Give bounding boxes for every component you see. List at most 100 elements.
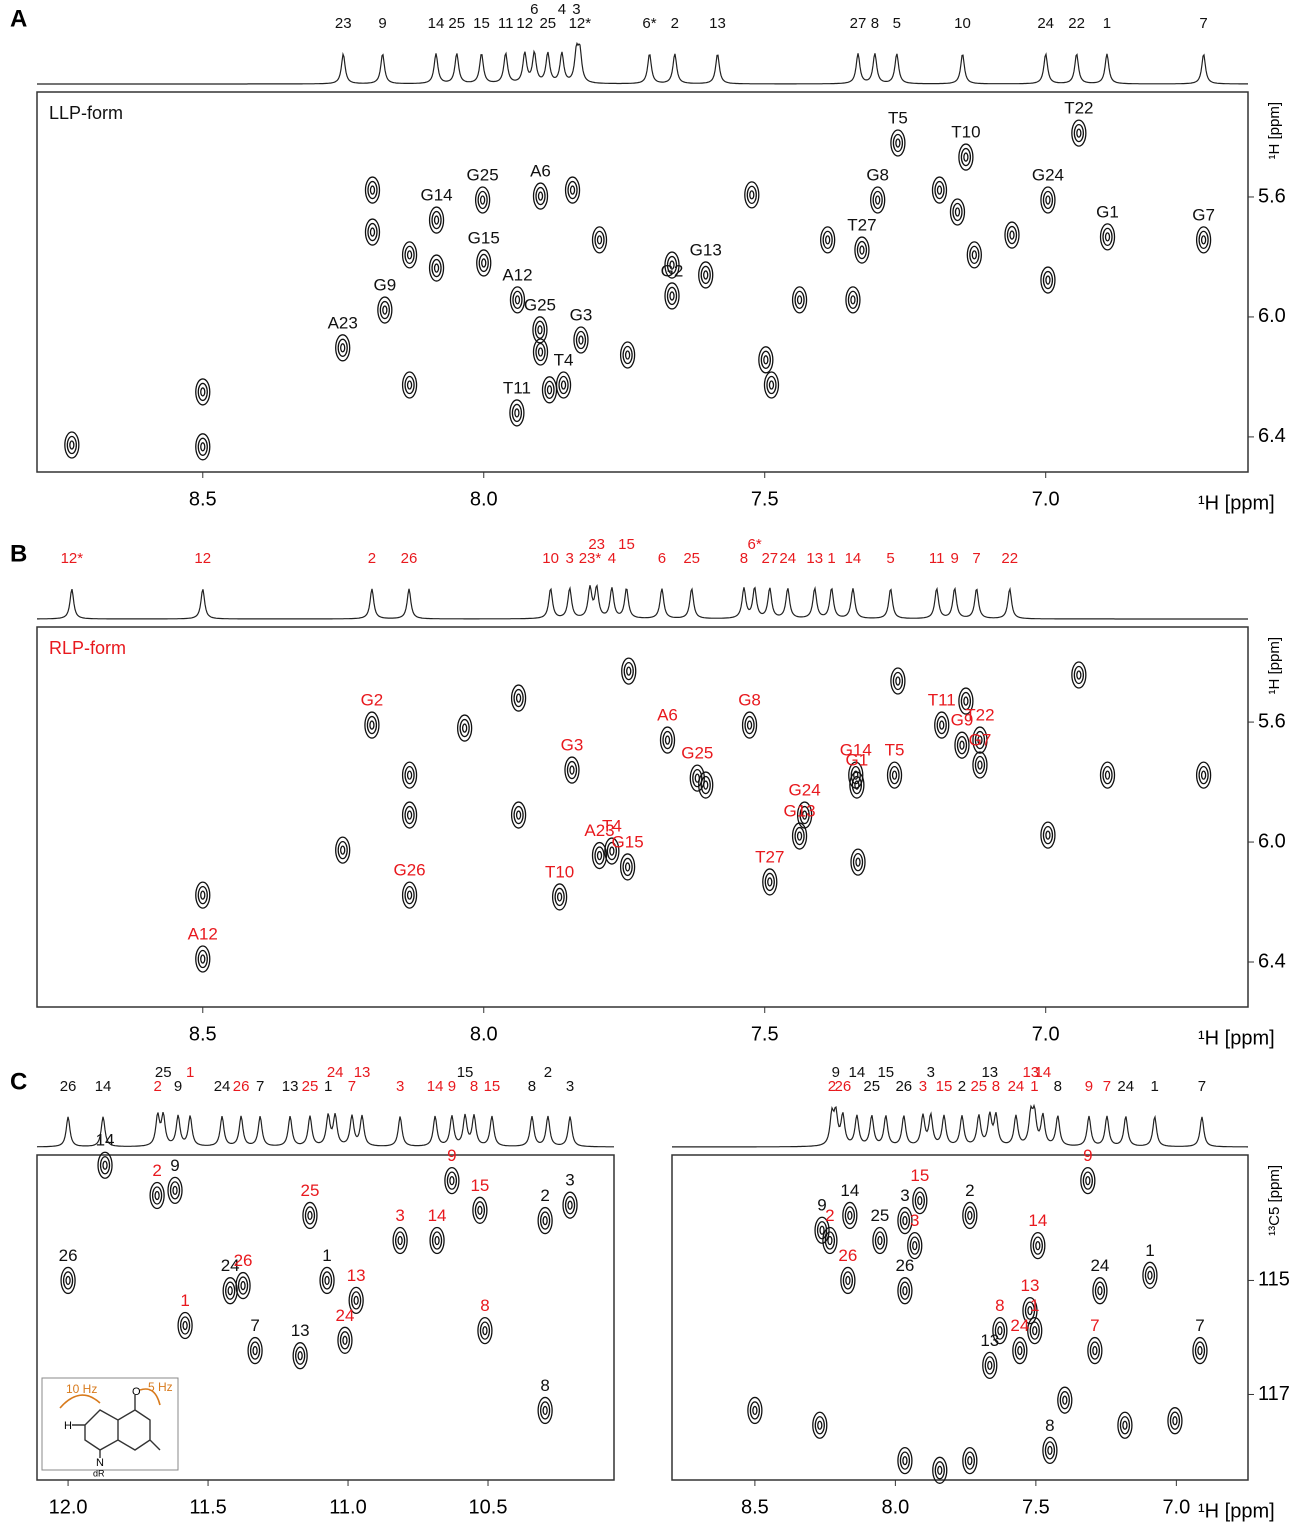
- contour: [854, 854, 863, 871]
- cross-peak: [430, 1228, 444, 1254]
- contour: [368, 224, 377, 241]
- contour: [241, 1282, 245, 1290]
- cross-peak: [699, 262, 713, 288]
- peak-label: T10: [545, 862, 574, 881]
- contour: [1046, 196, 1050, 204]
- spectrum-label: 5: [893, 15, 901, 32]
- contour: [935, 1462, 944, 1479]
- contour: [753, 1406, 757, 1414]
- peak-label: 15: [470, 1176, 489, 1195]
- spectrum-label: 14: [845, 550, 862, 567]
- cross-peak: [955, 732, 969, 758]
- x-tick-label: 11.0: [329, 1496, 366, 1518]
- contour: [747, 186, 756, 203]
- contour: [848, 1211, 852, 1219]
- peak-label: 8: [480, 1296, 489, 1315]
- peak-label: T11: [928, 691, 956, 710]
- y-tick-label: 5.6: [1258, 710, 1286, 732]
- peak-label: 7: [1195, 1316, 1204, 1335]
- contour: [815, 1417, 824, 1434]
- contour: [970, 246, 979, 263]
- spectrum-label: 8: [992, 1078, 1000, 1095]
- cross-peak: [1072, 662, 1086, 688]
- spectrum-label: 15: [484, 1078, 501, 1095]
- cross-peak: [393, 1228, 407, 1254]
- contour: [965, 1452, 974, 1469]
- contour: [1090, 1342, 1099, 1359]
- peak-label: 15: [910, 1166, 929, 1185]
- contour: [1103, 228, 1112, 245]
- y-tick-label: 6.4: [1258, 950, 1286, 972]
- cross-peak: [236, 1273, 250, 1299]
- contour: [878, 1237, 882, 1245]
- peak-label: 3: [565, 1171, 574, 1190]
- contour: [598, 852, 602, 860]
- contour: [408, 381, 412, 389]
- contour: [514, 807, 523, 824]
- peak-label: G3: [561, 736, 584, 755]
- cross-peak: [533, 317, 547, 343]
- contour: [1010, 231, 1014, 239]
- cross-peak: [898, 1448, 912, 1474]
- contour: [750, 191, 754, 199]
- contour: [668, 287, 677, 304]
- peak-label: G1: [846, 751, 869, 770]
- contour: [875, 1232, 884, 1249]
- x-tick-label: 7.0: [1162, 1496, 1190, 1518]
- peak-label: 14: [840, 1181, 859, 1200]
- cross-peak: [403, 372, 417, 398]
- peak-label: A12: [502, 265, 532, 284]
- contour: [408, 811, 412, 819]
- y-tick-label: 115: [1258, 1269, 1290, 1291]
- spectrum-label: 7: [1199, 15, 1207, 32]
- contour: [1030, 1322, 1039, 1339]
- contour: [70, 441, 74, 449]
- contour: [545, 381, 554, 398]
- cross-peak: [950, 199, 964, 225]
- cross-peak: [622, 658, 636, 684]
- cross-peak: [823, 1228, 837, 1254]
- contour: [910, 1237, 919, 1254]
- cross-peak: [248, 1338, 262, 1364]
- spectrum-label: 6*: [748, 536, 762, 553]
- cross-peak: [458, 715, 472, 741]
- contour: [536, 344, 545, 361]
- contour: [913, 1242, 917, 1250]
- spectrum-label: 24: [1117, 1078, 1134, 1095]
- cross-peak: [1088, 1338, 1102, 1364]
- contour: [435, 264, 439, 272]
- spectrum-label: 24: [1037, 15, 1054, 32]
- peak-label: G25: [681, 744, 713, 763]
- cross-peak: [1041, 187, 1055, 213]
- peak-label: G7: [1192, 205, 1215, 224]
- contour: [543, 1406, 547, 1414]
- contour: [513, 291, 522, 308]
- contour: [1046, 831, 1050, 839]
- contour: [851, 296, 855, 304]
- peak-label: G8: [866, 165, 889, 184]
- contour: [64, 1272, 73, 1289]
- contour: [765, 873, 774, 890]
- peak-label: T22: [1064, 99, 1093, 118]
- contour: [340, 1332, 349, 1349]
- peak-label: A23: [328, 313, 358, 332]
- contour: [171, 1182, 180, 1199]
- contour: [826, 236, 830, 244]
- peak-label: G2: [661, 261, 684, 280]
- spectrum-label: 15: [877, 1064, 894, 1081]
- peak-label: 3: [910, 1211, 919, 1230]
- x-tick-label: 7.0: [1032, 488, 1060, 510]
- cross-peak: [983, 1352, 997, 1378]
- spectrum-label: 14: [1035, 1064, 1052, 1081]
- cross-peak: [621, 342, 635, 368]
- contour: [370, 186, 374, 194]
- spectrum-label: 9: [448, 1078, 456, 1095]
- contour: [405, 767, 414, 784]
- spectrum-label: 14: [427, 1078, 444, 1095]
- cross-peak: [1072, 120, 1086, 146]
- contour: [435, 1237, 439, 1245]
- figure: 2391425151112625412*36*2132785102422178.…: [0, 0, 1303, 1530]
- cross-peak: [690, 765, 704, 791]
- contour: [481, 196, 485, 204]
- cross-peak: [593, 227, 607, 253]
